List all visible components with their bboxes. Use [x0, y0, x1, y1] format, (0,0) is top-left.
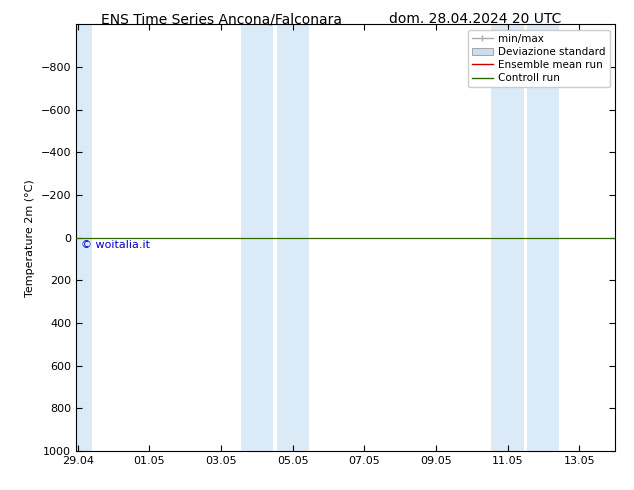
Bar	[241, 24, 273, 451]
Bar	[276, 24, 309, 451]
Bar	[491, 24, 524, 451]
Text: © woitalia.it: © woitalia.it	[81, 240, 150, 250]
Y-axis label: Temperature 2m (°C): Temperature 2m (°C)	[25, 179, 35, 296]
Text: dom. 28.04.2024 20 UTC: dom. 28.04.2024 20 UTC	[389, 12, 562, 26]
Bar	[527, 24, 559, 451]
Legend: min/max, Deviazione standard, Ensemble mean run, Controll run: min/max, Deviazione standard, Ensemble m…	[468, 30, 610, 87]
Bar	[76, 24, 92, 451]
Text: ENS Time Series Ancona/Falconara: ENS Time Series Ancona/Falconara	[101, 12, 342, 26]
